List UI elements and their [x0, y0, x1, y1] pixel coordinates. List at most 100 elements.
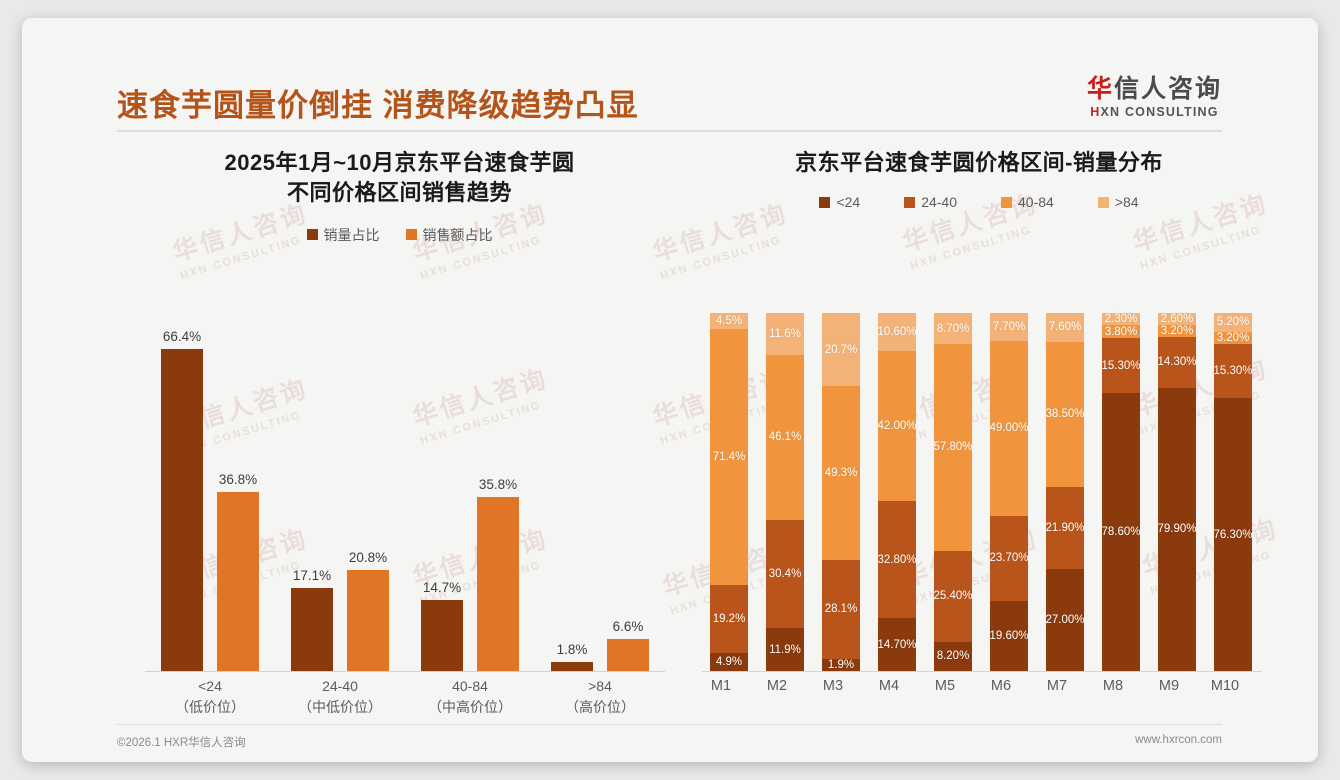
segment-24-40-M8[interactable]: 15.30% [1102, 338, 1141, 393]
legend-item-销售额占比[interactable]: 销售额占比 [405, 225, 493, 245]
segment-<24-M3[interactable]: 1.9% [822, 658, 860, 671]
stacked-bar-M1[interactable]: 4.5% 71.4% 19.2% 4.9% [710, 313, 748, 671]
segment-40-84-M8[interactable]: 3.80% [1102, 325, 1140, 339]
bar-value-label: 1.8% [556, 642, 588, 658]
segment-value-label: 38.50% [1045, 408, 1085, 421]
segment-<24-M6[interactable]: 19.60% [990, 600, 1029, 671]
segment-value-label: 21.90% [1045, 521, 1085, 534]
segment-24-40-M2[interactable]: 30.4% [766, 519, 804, 629]
stacked-bar-M2[interactable]: 11.6% 46.1% 30.4% 11.9% [766, 313, 804, 671]
x-label-main: <24 [198, 678, 222, 694]
segment-<24-M5[interactable]: 8.20% [934, 641, 972, 671]
segment-24-40-M10[interactable]: 15.30% [1213, 343, 1253, 399]
bar-销售额占比->84[interactable]: 6.6% [607, 619, 649, 671]
segment-24-40-M3[interactable]: 28.1% [822, 559, 860, 659]
legend-item->84[interactable]: >84 [1097, 194, 1139, 210]
left-chart-x-axis [145, 671, 665, 672]
stacked-bar-M4[interactable]: 10.60% 42.00% 32.80% 14.70% [878, 313, 917, 671]
segment-<24-M7[interactable]: 27.00% [1046, 569, 1085, 671]
segment-40-84-M5[interactable]: 57.80% [933, 344, 973, 551]
stacked-bar-M3[interactable]: 20.7% 49.3% 28.1% 1.9% [822, 313, 860, 671]
legend-item-24-40[interactable]: 24-40 [904, 194, 957, 210]
bar-销售额占比-40-84[interactable]: 35.8% [477, 477, 519, 671]
bar-销量占比-24-40[interactable]: 17.1% [291, 568, 333, 671]
legend-item-<24[interactable]: <24 [819, 194, 860, 210]
segment-<24-M4[interactable]: 14.70% [878, 618, 917, 671]
segment-value-label: 8.20% [936, 650, 970, 663]
footer-divider [117, 724, 1222, 725]
bar-value-label: 14.7% [422, 579, 462, 595]
logo-cn-rest: 信人咨询 [1113, 75, 1222, 103]
segment-value-label: 4.9% [715, 656, 743, 669]
legend-item-40-84[interactable]: 40-84 [1001, 194, 1054, 210]
legend-swatch-icon [1097, 196, 1109, 208]
x-label-M6: M6 [990, 678, 1012, 694]
bar-销售额占比-24-40[interactable]: 20.8% [347, 550, 389, 671]
segment-<24-M1[interactable]: 4.9% [710, 653, 748, 671]
segment-value-label: 7.70% [992, 320, 1026, 333]
segment-40-84-M1[interactable]: 71.4% [710, 329, 748, 585]
segment-24-40-M6[interactable]: 23.70% [989, 515, 1029, 601]
stacked-bar-M5[interactable]: 8.70% 57.80% 25.40% 8.20% [933, 313, 973, 671]
bar-销量占比->84[interactable]: 1.8% [551, 642, 593, 671]
segment-value-label: 7.60% [1048, 321, 1082, 334]
segment-value-label: 19.2% [712, 613, 746, 626]
segment-value-label: 11.6% [769, 327, 801, 340]
segment-value-label: 79.90% [1157, 523, 1197, 536]
stacked-bar-M9[interactable]: 2.60% 3.20% 14.30% 79.90% [1157, 313, 1197, 671]
stacked-bar-M6[interactable]: 7.70% 49.00% 23.70% 19.60% [989, 313, 1029, 671]
x-label-main: >84 [588, 678, 612, 694]
segment->84-M10[interactable]: 5.20% [1214, 313, 1252, 332]
segment-value-label: 57.80% [933, 441, 973, 454]
stacked-bar-M8[interactable]: 2.30% 3.80% 15.30% 78.60% [1102, 313, 1141, 671]
segment-value-label: 1.9% [827, 658, 855, 671]
segment->84-M5[interactable]: 8.70% [934, 313, 972, 345]
segment-<24-M9[interactable]: 79.90% [1157, 387, 1197, 671]
segment->84-M4[interactable]: 10.60% [878, 313, 917, 351]
segment-40-84-M2[interactable]: 46.1% [766, 354, 804, 520]
segment-40-84-M3[interactable]: 49.3% [822, 386, 860, 560]
legend-item-销量占比[interactable]: 销量占比 [306, 225, 380, 245]
segment-value-label: 25.40% [933, 590, 973, 603]
segment-value-label: 23.70% [989, 552, 1029, 565]
segment-40-84-M9[interactable]: 3.20% [1158, 325, 1196, 337]
segment-40-84-M7[interactable]: 38.50% [1045, 341, 1085, 487]
segment-24-40-M5[interactable]: 25.40% [933, 550, 973, 642]
segment-40-84-M10[interactable]: 3.20% [1214, 331, 1252, 344]
x-label-M8: M8 [1102, 678, 1124, 694]
segment-40-84-M4[interactable]: 42.00% [878, 350, 917, 502]
right-chart-x-labels: M1 M2 M3 M4 M5 M6 M7 M8 M9 M10 [694, 678, 1254, 704]
bar-销售额占比-<24[interactable]: 36.8% [217, 472, 259, 671]
x-label-M1: M1 [710, 678, 732, 694]
segment-<24-M2[interactable]: 11.9% [766, 628, 804, 671]
segment-24-40-M1[interactable]: 19.2% [710, 584, 748, 654]
segment-40-84-M6[interactable]: 49.00% [990, 340, 1029, 516]
segment->84-M7[interactable]: 7.60% [1046, 313, 1084, 342]
bar-group-<24: 66.4% 36.8% [145, 329, 275, 671]
bar-销量占比-<24[interactable]: 66.4% [161, 329, 203, 671]
x-label-<24: <24 （低价位） [145, 676, 275, 718]
slide-canvas: 速食芋圆量价倒挂 消费降级趋势凸显 华信人咨询 HXN CONSULTING 华… [22, 18, 1318, 762]
segment->84-M9[interactable]: 2.60% [1158, 313, 1196, 325]
bar-value-label: 20.8% [348, 549, 388, 565]
segment-24-40-M4[interactable]: 32.80% [878, 501, 917, 619]
segment-24-40-M9[interactable]: 14.30% [1158, 337, 1197, 388]
segment-value-label: 15.30% [1213, 364, 1253, 377]
stacked-bar-M7[interactable]: 7.60% 38.50% 21.90% 27.00% [1045, 313, 1085, 671]
left-chart-title-line1: 2025年1月~10月京东平台速食芋圆 [224, 150, 575, 175]
segment->84-M2[interactable]: 11.6% [766, 313, 804, 355]
segment->84-M3[interactable]: 20.7% [822, 313, 860, 386]
right-chart-plot-area: 4.5% 71.4% 19.2% 4.9% 11.6% 46.1% 30.4% 11.9% 20… [702, 310, 1262, 672]
legend-swatch-icon [405, 229, 417, 241]
segment-value-label: 8.70% [936, 322, 970, 335]
x-label-M7: M7 [1046, 678, 1068, 694]
segment->84-M1[interactable]: 4.5% [710, 313, 748, 330]
segment->84-M6[interactable]: 7.70% [990, 313, 1028, 341]
segment->84-M8[interactable]: 2.30% [1102, 313, 1140, 325]
segment-24-40-M7[interactable]: 21.90% [1045, 486, 1085, 570]
segment-<24-M8[interactable]: 78.60% [1102, 392, 1141, 671]
segment-value-label: 3.20% [1216, 331, 1250, 344]
bar-销量占比-40-84[interactable]: 14.7% [421, 580, 463, 671]
stacked-bar-M10[interactable]: 5.20% 3.20% 15.30% 76.30% [1213, 313, 1253, 671]
segment-<24-M10[interactable]: 76.30% [1214, 398, 1253, 671]
